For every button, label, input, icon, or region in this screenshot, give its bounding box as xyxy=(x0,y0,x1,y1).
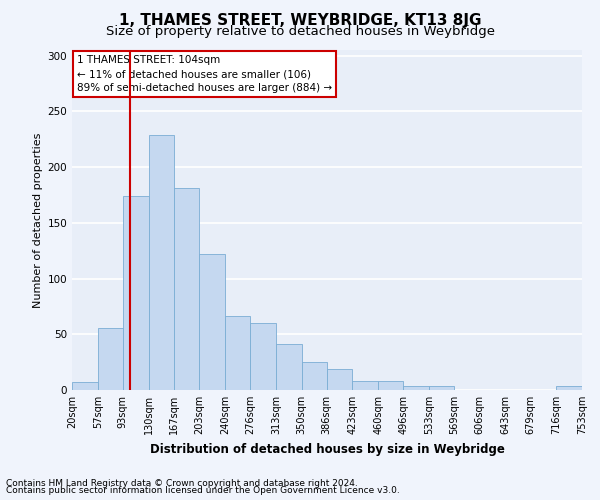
Bar xyxy=(123,196,149,390)
Text: 1, THAMES STREET, WEYBRIDGE, KT13 8JG: 1, THAMES STREET, WEYBRIDGE, KT13 8JG xyxy=(119,12,481,28)
Bar xyxy=(199,254,225,390)
Bar xyxy=(556,386,582,390)
Bar xyxy=(149,134,174,390)
Bar xyxy=(326,369,352,390)
X-axis label: Distribution of detached houses by size in Weybridge: Distribution of detached houses by size … xyxy=(149,442,505,456)
Text: Contains HM Land Registry data © Crown copyright and database right 2024.: Contains HM Land Registry data © Crown c… xyxy=(6,478,358,488)
Text: Size of property relative to detached houses in Weybridge: Size of property relative to detached ho… xyxy=(106,25,494,38)
Bar xyxy=(276,344,302,390)
Bar xyxy=(250,323,276,390)
Bar xyxy=(378,381,403,390)
Y-axis label: Number of detached properties: Number of detached properties xyxy=(33,132,43,308)
Bar xyxy=(403,386,429,390)
Text: 1 THAMES STREET: 104sqm
← 11% of detached houses are smaller (106)
89% of semi-d: 1 THAMES STREET: 104sqm ← 11% of detache… xyxy=(77,55,332,93)
Bar xyxy=(98,328,123,390)
Bar xyxy=(429,386,454,390)
Bar xyxy=(302,362,326,390)
Bar xyxy=(72,382,98,390)
Bar xyxy=(352,381,378,390)
Bar xyxy=(174,188,199,390)
Text: Contains public sector information licensed under the Open Government Licence v3: Contains public sector information licen… xyxy=(6,486,400,495)
Bar xyxy=(225,316,250,390)
